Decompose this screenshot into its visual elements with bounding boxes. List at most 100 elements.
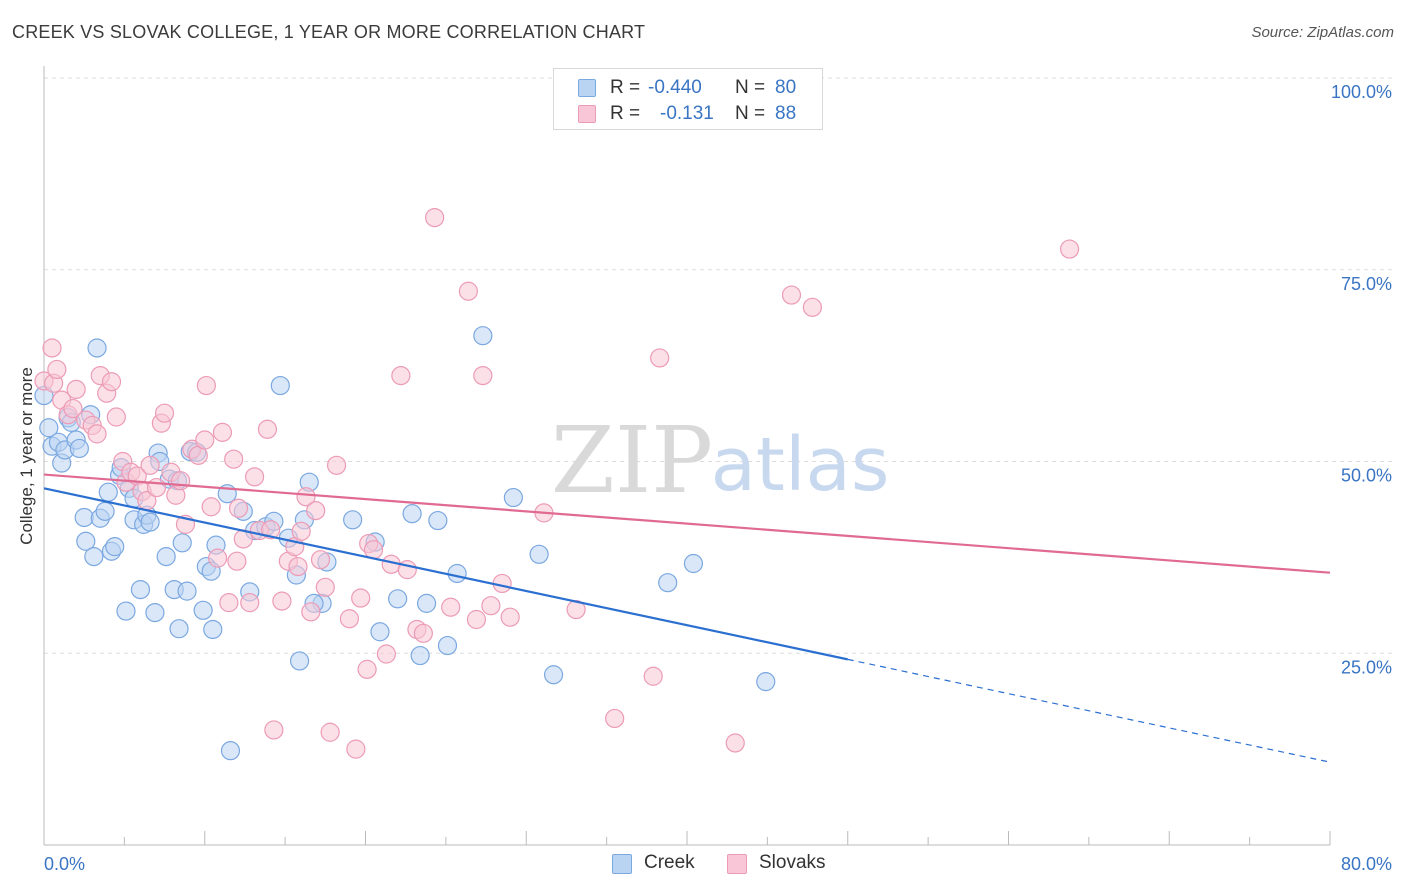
legend-label-slovaks: Slovaks — [759, 852, 826, 873]
axis-layer — [43, 66, 1331, 846]
slovaks-legend-swatch — [727, 854, 747, 874]
creek-point — [543, 665, 564, 685]
slovaks-point — [500, 607, 520, 627]
slovaks-point — [458, 281, 478, 301]
creek-point — [410, 645, 430, 666]
creek-point — [69, 438, 89, 459]
slovaks-point — [363, 540, 384, 560]
slovaks-point — [261, 520, 281, 540]
correlation-legend: R = -0.440 N = 80 R = -0.131 N = 88 — [553, 68, 823, 130]
slovaks-point — [47, 359, 67, 380]
r-label: R = — [610, 103, 641, 124]
watermark-zip: ZIP — [551, 407, 713, 514]
slovaks-point — [339, 609, 360, 629]
creek-point — [84, 547, 104, 567]
creek-point — [683, 553, 704, 574]
creek-point — [177, 581, 197, 601]
n-value-creek: 80 — [775, 77, 797, 98]
creek-point — [116, 601, 136, 621]
slovaks-point — [146, 477, 167, 498]
slovaks-point — [1059, 239, 1080, 259]
creek-point — [503, 487, 523, 508]
grid-layer — [44, 77, 1395, 654]
creek-point — [76, 531, 96, 551]
creek-point — [756, 672, 776, 692]
y-tick-label: 75.0% — [1341, 274, 1392, 294]
slovaks-point — [425, 207, 445, 228]
slovaks-point — [171, 471, 191, 491]
label-layer: 25.0% 50.0% 75.0% 100.0% 0.0% 80.0% — [44, 82, 1392, 874]
n-label: N = — [735, 77, 766, 98]
slovaks-point — [357, 659, 377, 679]
creek-point — [140, 512, 160, 532]
slovaks-point — [140, 455, 160, 475]
slovaks-point — [244, 467, 265, 487]
r-value-slovaks: -0.131 — [660, 103, 714, 124]
source-label: Source: ZipAtlas.com — [1251, 24, 1394, 41]
watermark-atlas: atlas — [711, 422, 890, 508]
creek-trend-extension — [847, 658, 1331, 763]
creek-point — [529, 544, 549, 564]
y-axis-title: College, 1 year or more — [17, 367, 36, 545]
creek-point — [428, 510, 448, 531]
points-layer — [34, 207, 1080, 761]
slovaks-point — [63, 398, 83, 419]
creek-legend-swatch — [612, 854, 632, 874]
creek-point — [473, 326, 493, 346]
creek-point — [39, 418, 59, 438]
slovaks-point — [481, 596, 501, 616]
x-tick-label: 80.0% — [1341, 854, 1392, 874]
slovaks-point — [66, 379, 86, 400]
slovaks-point — [346, 739, 366, 759]
slovaks-point — [106, 407, 126, 427]
creek-point — [130, 579, 151, 600]
slovaks-point — [42, 338, 62, 358]
creek-point — [658, 573, 678, 593]
n-value-slovaks: 88 — [775, 103, 797, 124]
creek-point — [402, 504, 422, 524]
series-legend: Creek Slovaks — [0, 851, 1406, 877]
slovaks-point — [802, 297, 822, 317]
creek-point — [87, 338, 107, 358]
slovaks-swatch — [578, 105, 596, 123]
slovaks-point — [441, 597, 461, 617]
slovaks-point — [240, 593, 260, 613]
slovaks-point — [196, 375, 216, 396]
slovaks-point — [212, 422, 233, 442]
slovaks-trend-line — [43, 473, 1331, 574]
slovaks-point — [320, 722, 340, 742]
creek-point — [95, 501, 115, 521]
slovaks-point — [87, 424, 107, 444]
slovaks-point — [650, 348, 670, 368]
creek-trend-line — [43, 487, 848, 661]
legend-label-creek: Creek — [644, 852, 695, 873]
slovaks-point — [195, 430, 215, 450]
r-label: R = — [610, 77, 641, 98]
slovaks-point — [224, 449, 244, 469]
x-tick-label: 0.0% — [44, 854, 85, 874]
slovaks-point — [473, 365, 493, 386]
creek-point — [156, 547, 176, 567]
creek-point — [370, 622, 390, 642]
slovaks-point — [781, 285, 802, 305]
slovaks-point — [315, 577, 335, 597]
creek-point — [220, 741, 241, 761]
creek-point — [105, 537, 125, 557]
r-value-creek: -0.440 — [648, 77, 702, 98]
trend-layer — [43, 473, 1331, 763]
slovaks-point — [272, 591, 292, 611]
creek-point — [289, 651, 310, 671]
y-tick-label: 25.0% — [1341, 657, 1392, 677]
slovaks-point — [264, 720, 284, 740]
slovaks-point — [376, 644, 396, 664]
n-label: N = — [735, 103, 766, 124]
slovaks-point — [413, 623, 433, 643]
slovaks-point — [725, 733, 745, 753]
creek-point — [193, 600, 213, 620]
slovaks-point — [227, 551, 247, 571]
slovaks-point — [291, 521, 311, 541]
slovaks-point — [310, 550, 331, 570]
slovaks-point — [306, 500, 326, 521]
creek-point — [74, 507, 94, 528]
